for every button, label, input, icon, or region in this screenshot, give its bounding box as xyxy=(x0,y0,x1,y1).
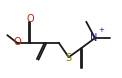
Text: O: O xyxy=(26,14,34,24)
Text: S: S xyxy=(66,53,72,63)
Text: O: O xyxy=(13,37,21,47)
Text: +: + xyxy=(98,27,104,33)
Text: N: N xyxy=(90,33,98,43)
